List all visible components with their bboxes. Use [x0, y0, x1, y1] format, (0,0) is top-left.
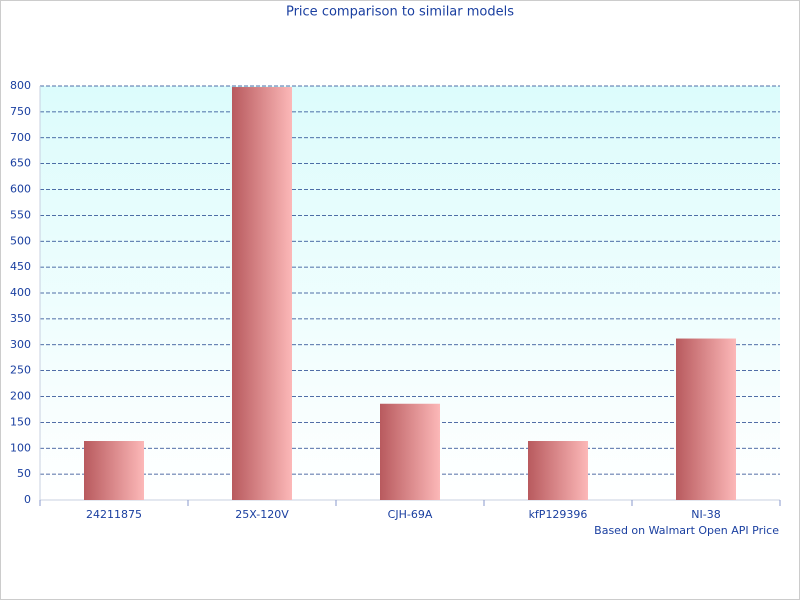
bar: [528, 441, 588, 500]
y-tick-label: 200: [10, 390, 31, 403]
x-tick-label: NI-38: [691, 508, 720, 521]
x-tick-label: CJH-69A: [388, 508, 433, 521]
footnote: Based on Walmart Open API Price: [594, 524, 779, 537]
x-tick-label: 24211875: [86, 508, 142, 521]
y-tick-label: 0: [24, 493, 31, 506]
bar: [380, 403, 440, 500]
y-tick-label: 450: [10, 260, 31, 273]
y-tick-label: 750: [10, 105, 31, 118]
y-tick-label: 550: [10, 208, 31, 221]
y-tick-label: 650: [10, 157, 31, 170]
x-tick-label: kfP129396: [529, 508, 588, 521]
bar: [676, 338, 736, 500]
chart-title: Price comparison to similar models: [286, 5, 514, 20]
bar: [84, 441, 144, 500]
y-tick-label: 150: [10, 415, 31, 428]
y-tick-label: 50: [17, 467, 31, 480]
y-tick-label: 600: [10, 183, 31, 196]
y-tick-label: 800: [10, 79, 31, 92]
y-tick-label: 700: [10, 131, 31, 144]
y-tick-label: 100: [10, 441, 31, 454]
y-tick-label: 500: [10, 234, 31, 247]
y-tick-label: 350: [10, 312, 31, 325]
x-tick-label: 25X-120V: [235, 508, 289, 521]
y-tick-label: 400: [10, 286, 31, 299]
y-tick-label: 300: [10, 338, 31, 351]
bar: [232, 87, 292, 500]
y-tick-label: 250: [10, 364, 31, 377]
